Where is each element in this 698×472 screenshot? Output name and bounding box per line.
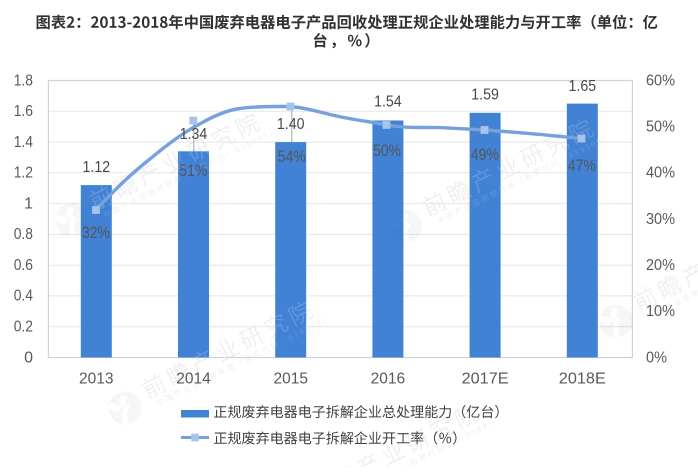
svg-text:1.2: 1.2 [14,165,33,182]
svg-text:1.4: 1.4 [14,134,33,151]
svg-text:54%: 54% [278,148,306,166]
svg-text:60%: 60% [646,72,675,89]
svg-text:0: 0 [24,349,33,366]
svg-text:50%: 50% [646,119,675,136]
svg-text:2018E: 2018E [559,370,606,387]
svg-text:0.8: 0.8 [14,226,33,243]
svg-text:1: 1 [24,195,33,212]
svg-text:0%: 0% [646,349,667,366]
svg-text:49%: 49% [471,146,499,164]
svg-text:30%: 30% [646,211,675,228]
svg-text:1.12: 1.12 [83,159,111,176]
svg-text:1.6: 1.6 [14,103,33,120]
svg-text:51%: 51% [179,162,207,180]
svg-text:20%: 20% [646,257,675,274]
svg-text:2017E: 2017E [462,370,509,387]
svg-text:1.34: 1.34 [180,126,208,143]
svg-text:2016: 2016 [371,370,406,387]
svg-text:47%: 47% [568,157,596,175]
svg-text:1.8: 1.8 [14,72,33,89]
svg-text:1.54: 1.54 [374,94,402,111]
svg-text:1.65: 1.65 [569,78,597,95]
svg-text:2013: 2013 [79,370,114,387]
svg-text:2014: 2014 [176,370,211,387]
svg-text:2015: 2015 [273,370,308,387]
svg-text:40%: 40% [646,165,675,182]
svg-text:1.59: 1.59 [471,86,499,103]
svg-text:1.40: 1.40 [277,116,305,133]
svg-text:0.4: 0.4 [14,288,33,305]
svg-text:0.2: 0.2 [14,319,33,336]
svg-text:32%: 32% [82,224,110,242]
svg-text:10%: 10% [646,303,675,320]
svg-text:50%: 50% [373,142,401,160]
svg-text:0.6: 0.6 [14,257,33,274]
